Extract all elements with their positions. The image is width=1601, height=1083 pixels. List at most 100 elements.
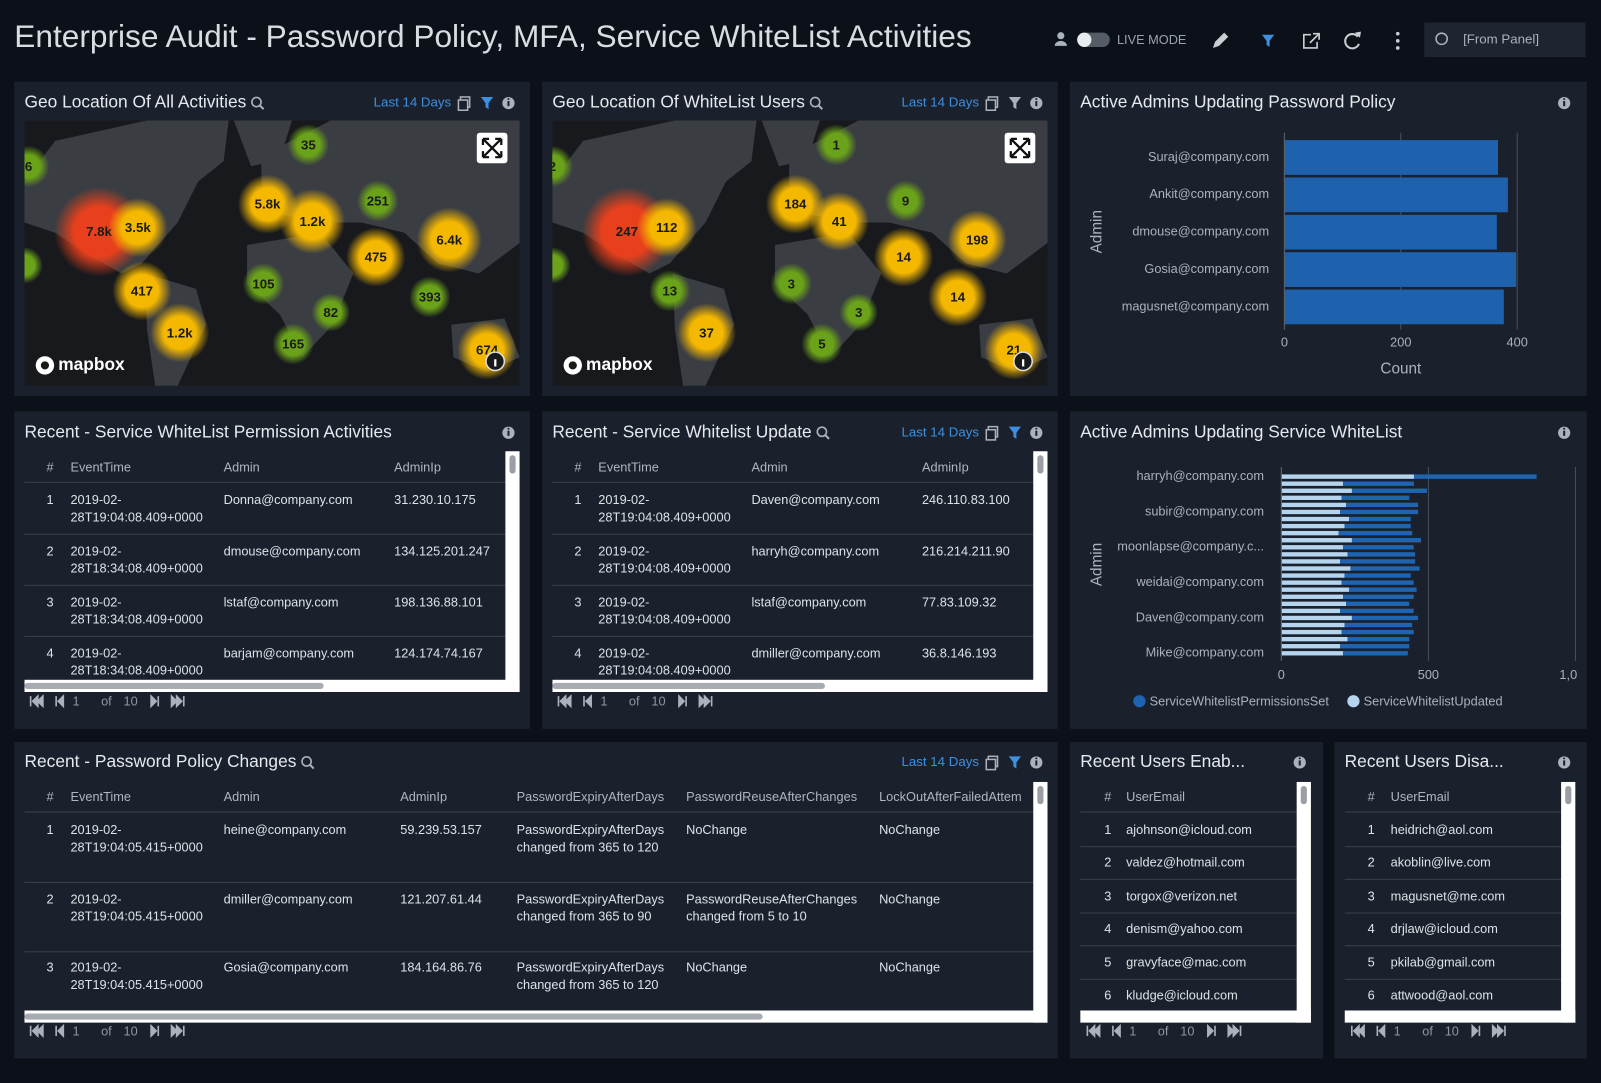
bar-segment[interactable] (1348, 516, 1411, 522)
previous-page-button[interactable] (583, 694, 592, 709)
map-cluster[interactable] (163, 316, 197, 350)
map-cluster[interactable] (941, 280, 975, 314)
info-button[interactable] (1558, 96, 1571, 110)
legend-item[interactable]: ServiceWhitelistPermissionsSet (1133, 694, 1329, 709)
bar-segment[interactable] (1340, 509, 1419, 515)
bar-segment[interactable] (1347, 552, 1416, 557)
info-button[interactable] (1030, 756, 1043, 769)
time-range-link[interactable]: Last 14 Days (902, 95, 980, 110)
map-cluster[interactable] (690, 316, 723, 350)
bar-segment[interactable] (1281, 580, 1342, 585)
bar-segment[interactable] (1281, 644, 1341, 649)
map-attribution-button[interactable] (1013, 351, 1033, 372)
bar[interactable] (1284, 289, 1504, 325)
info-button[interactable] (1030, 426, 1043, 439)
bar-segment[interactable] (1343, 651, 1408, 656)
last-page-button[interactable] (698, 694, 713, 709)
bar[interactable] (1284, 140, 1499, 175)
bar-segment[interactable] (1281, 573, 1345, 578)
map-cluster[interactable] (894, 189, 918, 213)
next-page-button[interactable] (678, 694, 687, 709)
bar-segment[interactable] (1281, 502, 1347, 508)
map-cluster[interactable] (960, 223, 994, 257)
map-attribution-button[interactable] (485, 351, 506, 372)
bar-segment[interactable] (1351, 538, 1422, 543)
map-cluster[interactable] (251, 187, 284, 221)
bar-segment[interactable] (1341, 580, 1414, 585)
map-cluster[interactable] (810, 332, 834, 356)
filter-button[interactable] (480, 96, 494, 110)
next-page-button[interactable] (1207, 1023, 1216, 1038)
bar-segment[interactable] (1281, 636, 1348, 642)
next-page-button[interactable] (1471, 1023, 1481, 1038)
page-number[interactable]: 1 (1129, 1023, 1136, 1038)
copy-button[interactable] (985, 425, 999, 441)
bar-segment[interactable] (1281, 530, 1339, 536)
bar-segment[interactable] (1340, 644, 1410, 649)
zoom-button[interactable] (816, 426, 830, 440)
map-fullscreen-button[interactable] (476, 132, 508, 164)
page-number[interactable]: 1 (72, 1023, 79, 1038)
refresh-button[interactable] (1344, 31, 1361, 50)
next-page-button[interactable] (150, 694, 160, 709)
map-cluster[interactable] (366, 189, 390, 213)
bar-segment[interactable] (1281, 615, 1352, 621)
page-number[interactable]: 1 (600, 694, 607, 709)
info-button[interactable] (502, 426, 515, 439)
bar-segment[interactable] (1281, 629, 1342, 635)
bar-segment[interactable] (1346, 502, 1419, 508)
map-cluster[interactable] (822, 205, 856, 238)
first-page-button[interactable] (1350, 1023, 1365, 1038)
bar-segment[interactable] (1346, 601, 1410, 607)
bar[interactable] (1284, 214, 1497, 250)
map-cluster[interactable] (418, 285, 442, 309)
map-cluster[interactable] (281, 332, 305, 356)
bar-segment[interactable] (1348, 587, 1417, 592)
bar-segment[interactable] (1341, 629, 1414, 635)
first-page-button[interactable] (557, 694, 572, 709)
time-range-link[interactable]: Last 14 Days (374, 95, 452, 110)
last-page-button[interactable] (170, 694, 185, 709)
bar-segment[interactable] (1281, 552, 1348, 557)
page-number[interactable]: 1 (72, 694, 79, 709)
first-page-button[interactable] (1086, 1023, 1101, 1038)
bar-segment[interactable] (1281, 523, 1345, 529)
bar-segment[interactable] (1340, 608, 1414, 614)
first-page-button[interactable] (29, 1023, 44, 1038)
zoom-button[interactable] (251, 96, 265, 110)
bar-segment[interactable] (1351, 488, 1427, 493)
bar-segment[interactable] (1281, 481, 1344, 486)
map-cluster[interactable] (294, 203, 331, 240)
bar-segment[interactable] (1281, 545, 1344, 550)
map-cluster[interactable] (125, 274, 159, 308)
bar-segment[interactable] (1281, 474, 1414, 479)
bar-segment[interactable] (1281, 594, 1344, 599)
bar-segment[interactable] (1281, 566, 1351, 571)
map-cluster[interactable] (887, 240, 920, 274)
map-cluster[interactable] (650, 211, 684, 244)
bar-segment[interactable] (1347, 636, 1410, 642)
bar[interactable] (1284, 252, 1517, 287)
first-page-button[interactable] (29, 694, 44, 709)
bar-segment[interactable] (1281, 608, 1341, 614)
bar-segment[interactable] (1281, 622, 1345, 628)
bar-segment[interactable] (1281, 509, 1341, 515)
last-page-button[interactable] (1491, 1023, 1506, 1038)
copy-button[interactable] (985, 755, 999, 771)
filter-button[interactable] (1008, 96, 1021, 110)
bar-segment[interactable] (1344, 573, 1411, 578)
time-range-link[interactable]: Last 14 Days (902, 424, 980, 439)
map-cluster[interactable] (359, 240, 393, 274)
bar-segment[interactable] (1338, 530, 1413, 536)
map-cluster[interactable] (17, 154, 41, 178)
bar-segment[interactable] (1281, 601, 1347, 607)
share-button[interactable] (1303, 32, 1320, 49)
bar-segment[interactable] (1351, 615, 1419, 621)
map-cluster[interactable] (779, 272, 803, 296)
bar-segment[interactable] (1350, 566, 1420, 571)
bar-segment[interactable] (1281, 516, 1349, 522)
map-cluster[interactable] (431, 221, 468, 258)
info-button[interactable] (1558, 756, 1571, 769)
next-page-button[interactable] (150, 1023, 160, 1038)
map-cluster[interactable] (251, 272, 275, 296)
